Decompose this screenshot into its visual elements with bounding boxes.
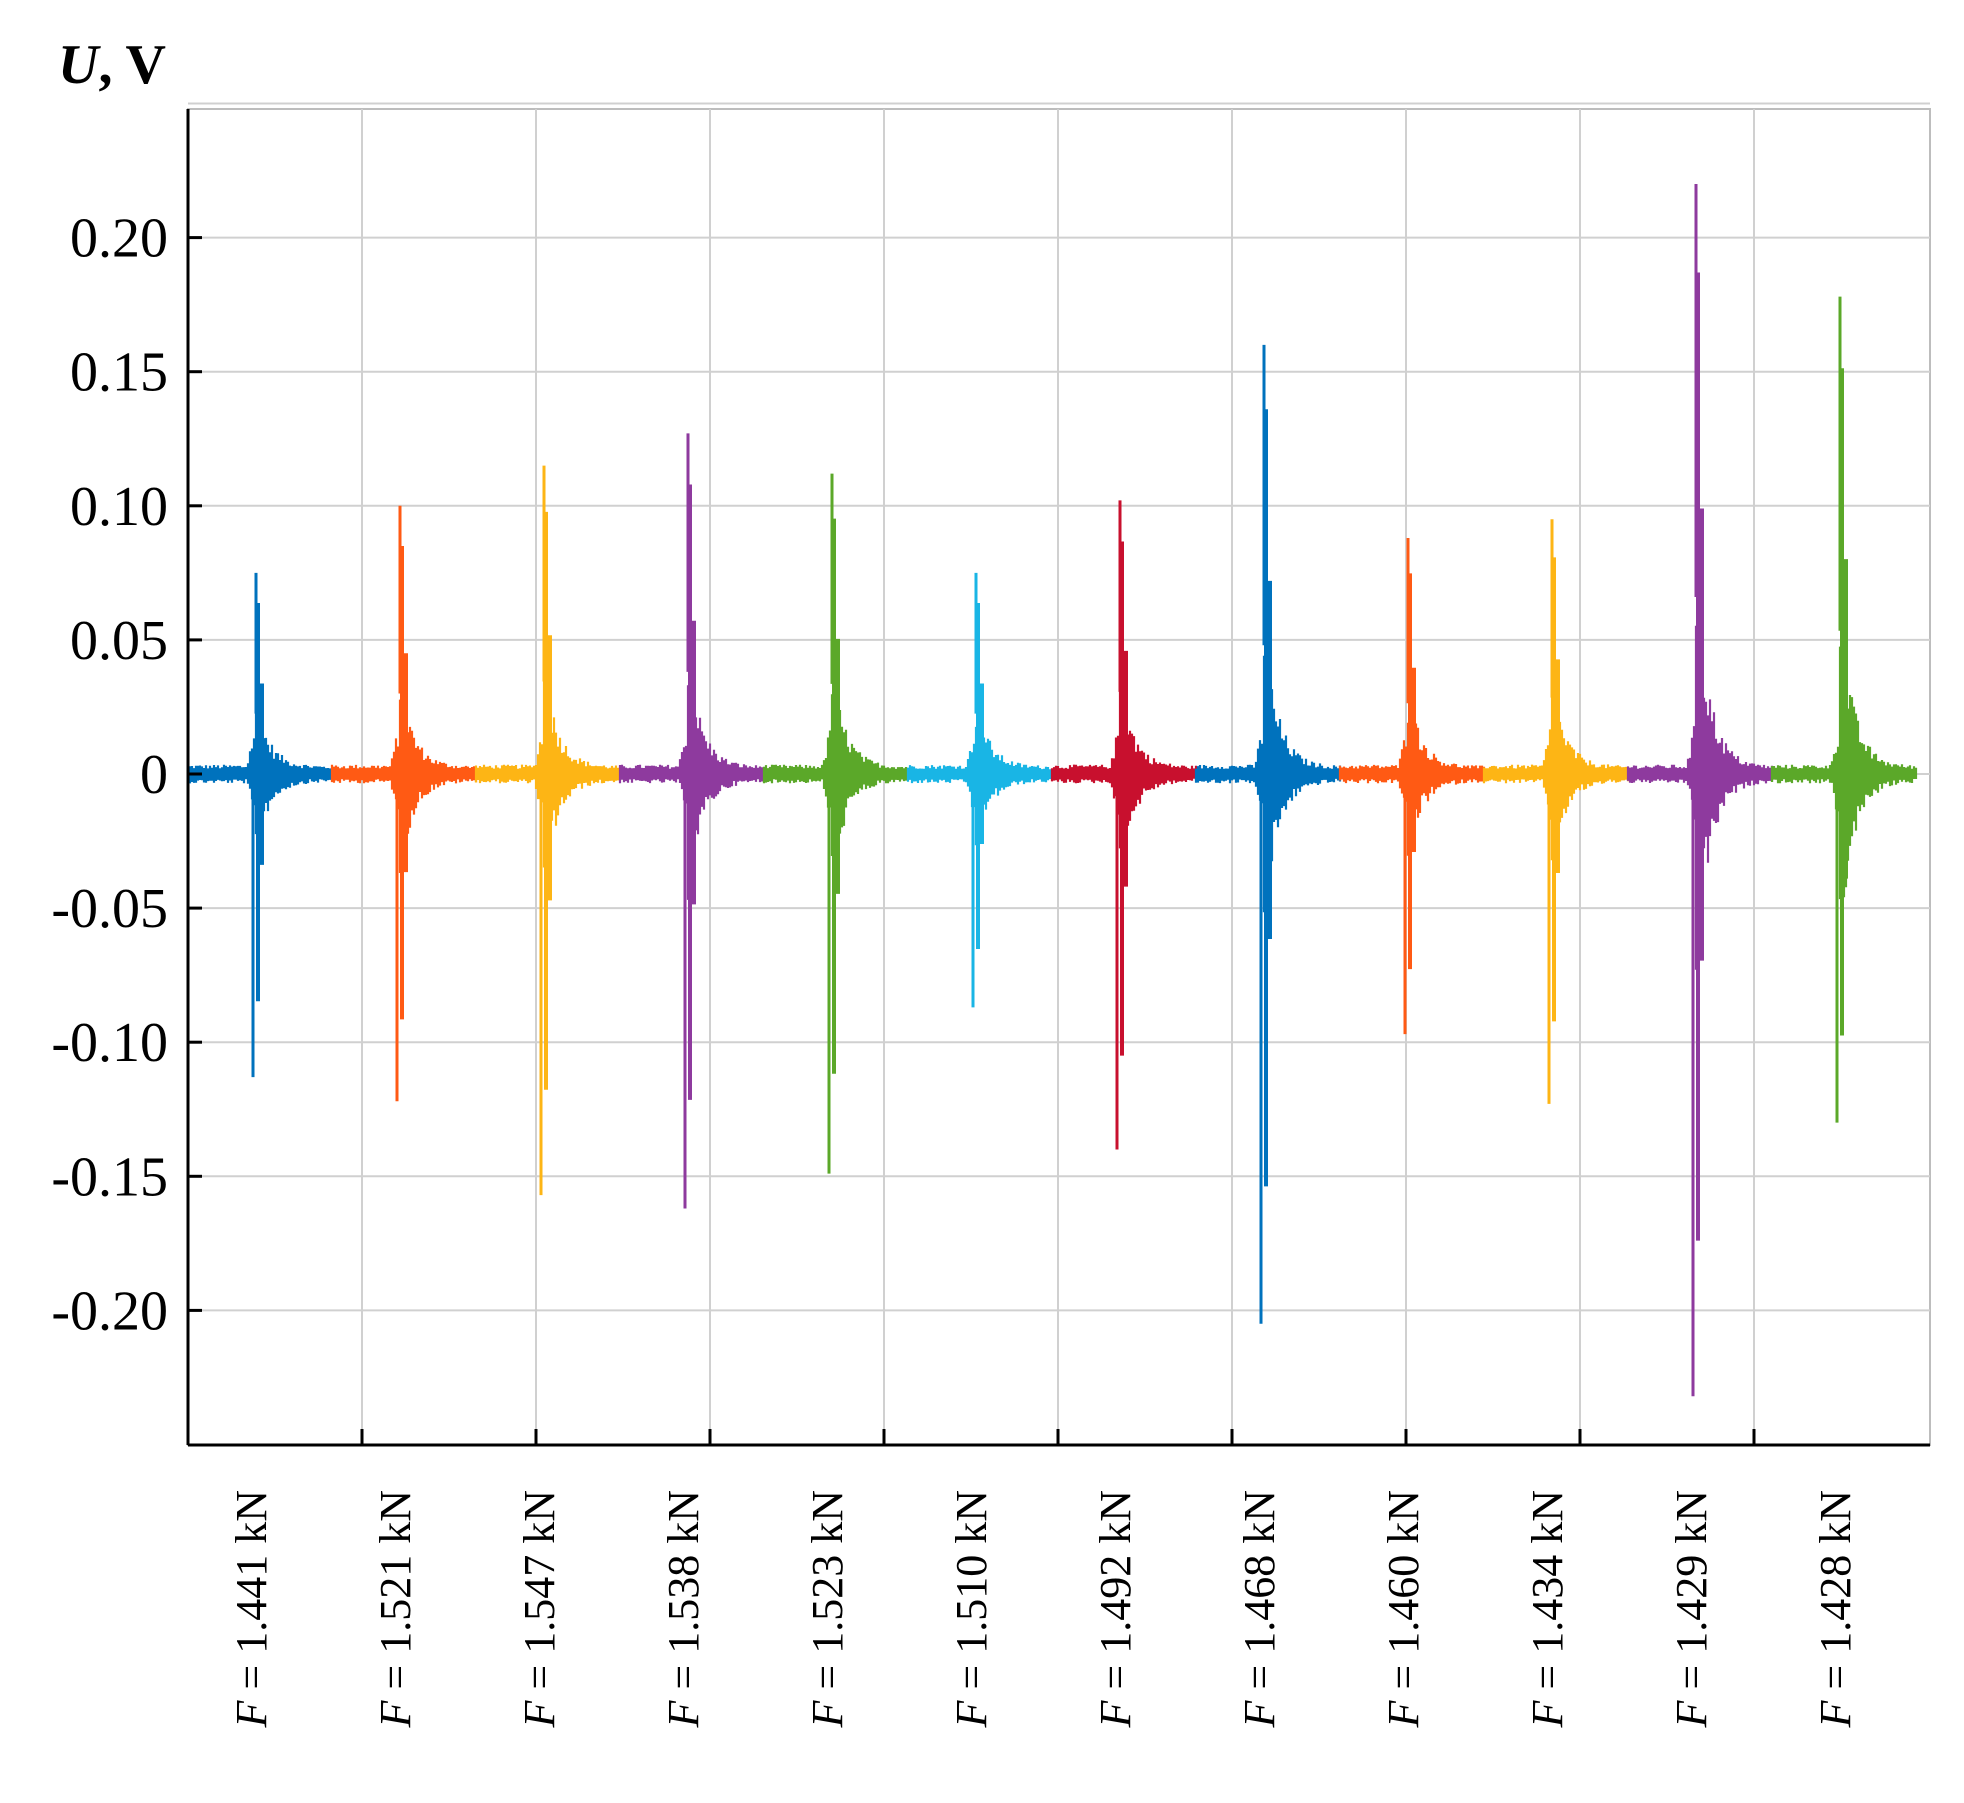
y-tick-label: 0.05 [70,610,168,672]
signal-1 [186,572,334,1078]
y-tick-label: 0.20 [70,208,168,270]
signal-noise [330,685,478,873]
x-tick-label: F = 1.468 kN [1235,1490,1284,1728]
x-tick-label: F = 1.510 kN [947,1490,996,1728]
signal-noise [1050,689,1198,849]
y-ticks: 0.20 0.15 0.10 0.05 0 -0.05 -0.10 -0.15 -0.20 [51,208,168,1343]
x-tick-label: F = 1.441 kN [227,1490,276,1728]
y-tick-label: 0 [140,744,168,806]
signal-noise [1194,655,1342,913]
signal-traces [186,183,1918,1397]
x-tick-label: F = 1.523 kN [803,1490,852,1728]
x-tick-label: F = 1.521 kN [371,1490,420,1728]
signal-noise [762,693,910,856]
signal-9 [1338,537,1486,1035]
signal-7 [1050,500,1198,1150]
signal-noise [1626,625,1774,970]
x-tick-label: F = 1.492 kN [1091,1490,1140,1728]
x-tick-label: F = 1.547 kN [515,1490,564,1728]
signal-8 [1194,344,1342,1324]
signal-noise [618,683,766,900]
y-axis-unit: , V [98,34,165,96]
x-tick-label: F = 1.434 kN [1523,1490,1572,1728]
signal-12 [1770,296,1918,1123]
y-tick-label: 0.10 [70,476,168,538]
x-ticks: F = 1.441 kN F = 1.521 kN F = 1.547 kN F = … [227,1490,1860,1728]
y-axis-label: U, V [58,34,166,96]
y-tick-label: -0.05 [51,878,168,940]
x-tick-label: F = 1.460 kN [1379,1490,1428,1728]
x-tick-label: F = 1.428 kN [1811,1490,1860,1728]
y-tick-label: -0.20 [51,1280,168,1342]
y-tick-label: 0.15 [70,342,168,404]
signal-10 [1482,519,1630,1104]
y-tick-label: -0.10 [51,1012,168,1074]
signal-6 [906,572,1054,1008]
signal-3 [474,465,622,1196]
signal-5 [762,473,910,1174]
signal-4 [618,433,766,1209]
signal-2 [330,505,478,1102]
y-axis-variable: U [58,34,101,96]
signal-noise [1338,722,1486,856]
x-tick-label: F = 1.538 kN [659,1490,708,1728]
y-tick-label: -0.15 [51,1146,168,1208]
axes [186,109,1930,1447]
signal-noise [474,679,622,868]
signal-11 [1626,183,1774,1397]
x-tick-label: F = 1.429 kN [1667,1490,1716,1728]
